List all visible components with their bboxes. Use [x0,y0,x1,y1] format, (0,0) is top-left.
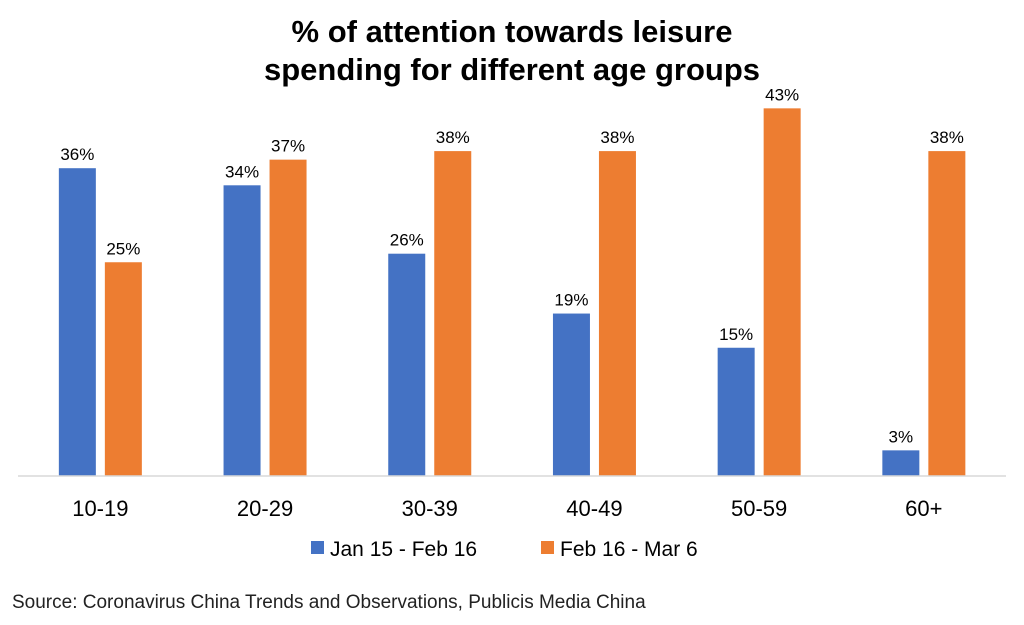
bar-jan15-feb16-50-59 [717,347,755,476]
source-note: Source: Coronavirus China Trends and Obs… [12,592,646,613]
data-label: 19% [554,291,588,310]
chart-title-line-2: spending for different age groups [264,52,760,87]
bar-jan15-feb16-60+ [882,450,920,476]
data-label: 26% [390,231,424,250]
category-labels: 10-19 20-29 30-39 40-49 50-59 60+ [72,496,942,521]
bar-feb16-mar6-20-29 [269,159,307,476]
bar-jan15-feb16-10-19 [58,168,96,476]
bar-feb16-mar6-60+ [928,151,966,476]
category-label: 20-29 [237,496,293,521]
chart-title-line-1: % of attention towards leisure [292,14,733,49]
data-label: 43% [765,85,799,104]
legend: Jan 15 - Feb 16 Feb 16 - Mar 6 [311,538,698,561]
category-label: 60+ [905,496,942,521]
bar-feb16-mar6-40-49 [598,151,636,476]
bar-jan15-feb16-20-29 [223,185,261,477]
data-label: 34% [225,162,259,181]
category-label: 10-19 [72,496,128,521]
bars-group: 36% 25% 34% 37% 26% 38% 19% 38% 15% 43% 3% 38% [58,85,966,477]
data-label: 36% [60,145,94,164]
data-label: 15% [719,325,753,344]
category-label: 50-59 [731,496,787,521]
category-label: 30-39 [402,496,458,521]
data-label: 3% [889,427,914,446]
legend-swatch-feb16-mar6 [541,541,554,554]
bar-feb16-mar6-10-19 [104,262,142,476]
category-label: 40-49 [566,496,622,521]
legend-label-feb16-mar6: Feb 16 - Mar 6 [560,538,698,561]
data-label: 38% [600,128,634,147]
data-label: 25% [106,239,140,258]
bar-feb16-mar6-50-59 [763,108,801,476]
data-label: 38% [436,128,470,147]
bar-jan15-feb16-40-49 [552,313,590,476]
data-label: 37% [271,137,305,156]
bar-jan15-feb16-30-39 [388,253,426,476]
bar-feb16-mar6-30-39 [434,151,472,476]
legend-label-jan15-feb16: Jan 15 - Feb 16 [330,538,477,561]
legend-swatch-jan15-feb16 [311,541,324,554]
data-label: 38% [930,128,964,147]
bar-chart: % of attention towards leisure spending … [18,14,1006,561]
